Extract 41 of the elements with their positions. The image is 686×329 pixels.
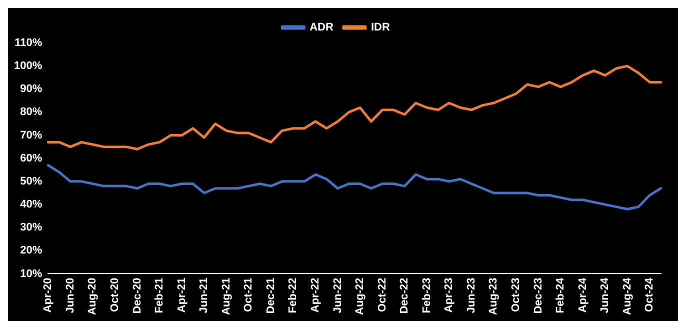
x-tick-label: Oct-20	[109, 278, 121, 312]
x-tick-label: Aug-23	[488, 278, 500, 315]
x-tick-label: Dec-22	[398, 278, 411, 314]
y-tick-label: 40%	[20, 198, 42, 211]
x-tick-label: Aug-24	[621, 276, 634, 315]
y-tick-label: 90%	[20, 83, 42, 96]
x-tick-label: Aug-21	[220, 278, 232, 315]
x-tick-label: Aug-22	[354, 278, 366, 315]
y-tick-label: 60%	[20, 152, 42, 164]
y-tick-label: 70%	[20, 129, 42, 142]
x-tick-label: Dec-21	[264, 278, 277, 314]
legend-label: ADR	[310, 22, 334, 34]
y-tick-label: 80%	[20, 106, 42, 118]
x-tick-label: Jun-24	[599, 276, 612, 314]
legend-label: IDR	[370, 22, 390, 34]
x-tick-label: Feb-22	[287, 278, 300, 314]
x-tick-label: Aug-20	[86, 278, 99, 315]
x-tick-label: Apr-23	[443, 278, 456, 313]
x-tick-label: Jun-21	[198, 278, 210, 314]
x-tick-label: Jun-20	[64, 278, 76, 314]
y-tick-label: 30%	[20, 222, 42, 234]
y-tick-label: 50%	[20, 175, 42, 188]
y-tick-label: 10%	[20, 268, 42, 280]
y-tick-label: 20%	[20, 244, 42, 257]
x-tick-label: Oct-24	[644, 276, 656, 312]
x-tick-label: Apr-24	[576, 276, 589, 313]
x-tick-label: Feb-24	[554, 276, 567, 314]
x-tick-label: Oct-23	[510, 278, 522, 312]
x-tick-label: Apr-20	[42, 278, 54, 313]
x-tick-label: Apr-21	[176, 278, 188, 313]
x-tick-label: Oct-21	[242, 278, 255, 312]
x-tick-label: Jun-23	[465, 278, 478, 314]
y-tick-label: 110%	[14, 37, 42, 50]
x-tick-label: Oct-22	[376, 278, 388, 312]
x-tick-label: Feb-23	[420, 278, 433, 314]
x-tick-label: Apr-22	[310, 278, 322, 313]
x-tick-label: Dec-20	[131, 278, 144, 314]
x-tick-label: Feb-21	[154, 278, 166, 314]
x-tick-label: Jun-22	[332, 278, 344, 314]
x-tick-label: Dec-23	[532, 278, 544, 314]
y-tick-label: 100%	[14, 60, 42, 72]
